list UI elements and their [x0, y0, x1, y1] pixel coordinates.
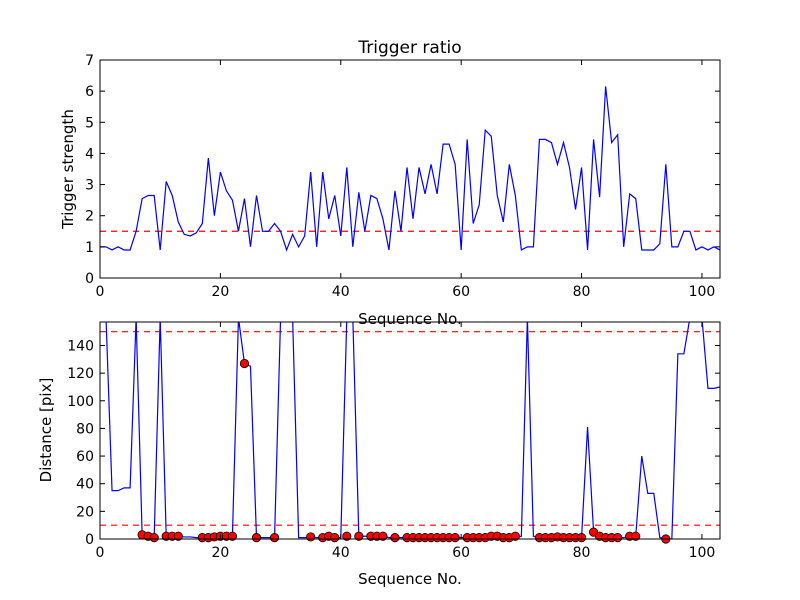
x-tick-label: 60	[452, 284, 470, 300]
data-point-marker	[251, 533, 262, 543]
x-tick-label: 40	[332, 284, 350, 300]
data-point-marker	[173, 531, 183, 541]
data-point-marker	[510, 531, 520, 541]
x-tick-label: 20	[211, 284, 229, 300]
y-axis-label: Distance [pix]	[37, 378, 55, 483]
data-point-marker	[613, 533, 623, 543]
y-tick-label: 3	[85, 178, 94, 194]
data-point-marker	[306, 532, 316, 542]
y-tick-label: 6	[85, 84, 94, 100]
data-point-marker	[330, 533, 340, 543]
y-tick-label: 120	[67, 366, 94, 382]
x-tick-label: 80	[573, 284, 591, 300]
data-point-marker	[239, 358, 250, 369]
y-tick-label: 100	[67, 394, 94, 410]
plot-area: 0 20 40 60 80 100 0 20 40 60 80 100 120 140	[67, 321, 721, 561]
x-axis-label: Sequence No.	[358, 570, 462, 588]
y-tick-label: 20	[76, 504, 94, 520]
x-tick-label: 0	[96, 545, 105, 561]
data-point-marker	[342, 531, 352, 541]
y-tick-label: 60	[76, 449, 94, 465]
plot-area: 0 20 40 60 80 100 0 1 2 3 4 5 6 7	[85, 53, 721, 300]
y-tick-label: 4	[85, 146, 94, 162]
data-point-marker	[450, 533, 460, 543]
x-tick-label: 20	[211, 545, 229, 561]
series-line	[100, 86, 720, 252]
data-point-marker	[390, 533, 400, 543]
x-tick-label: 80	[573, 545, 591, 561]
x-tick-label: 0	[96, 284, 105, 300]
y-tick-label: 40	[76, 477, 94, 493]
distance-chart: 0 20 40 60 80 100 0 20 40 60 80 100 120 140 Sequence …	[37, 321, 721, 588]
axes-frame	[99, 321, 721, 540]
y-tick-label: 0	[85, 532, 94, 548]
data-point-marker	[227, 531, 238, 541]
data-point-marker	[631, 531, 641, 541]
y-tick-label: 1	[85, 240, 94, 256]
data-point-marker	[378, 531, 388, 541]
y-tick-label: 80	[76, 421, 94, 437]
y-tick-label: 7	[85, 53, 94, 69]
x-tick-label: 40	[332, 545, 350, 561]
x-tick-label: 100	[689, 284, 716, 300]
x-tick-label: 60	[452, 545, 470, 561]
y-tick-label: 0	[85, 271, 94, 287]
y-axis-label: Trigger strength	[59, 109, 77, 230]
data-point-marker	[354, 531, 364, 541]
x-axis-label: Sequence No.	[358, 310, 462, 328]
chart-title: Trigger ratio	[357, 38, 461, 58]
x-tick-label: 100	[689, 545, 716, 561]
data-point-marker	[149, 533, 159, 543]
trigger-ratio-chart: Trigger ratio 0 20 40 60 80 100 0 1 2 3 4 5 6 7 Seque…	[59, 38, 721, 328]
y-tick-label: 5	[85, 115, 94, 131]
y-tick-label: 2	[85, 209, 94, 225]
y-tick-label: 140	[67, 338, 94, 354]
axes-frame	[99, 59, 721, 279]
data-point-marker	[269, 533, 280, 543]
